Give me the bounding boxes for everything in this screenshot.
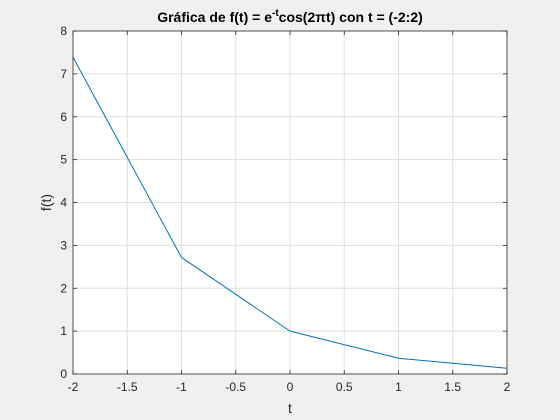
y-tick-label: 3	[60, 238, 67, 252]
x-axis-label: t	[288, 400, 292, 416]
chart-title-main: Gráfica de f(t) = e	[157, 9, 272, 25]
y-tick-label: 0	[60, 367, 67, 381]
y-tick-labels: 0 1 2 3 4 5 6 7 8	[60, 24, 67, 381]
x-tick-label: -1	[176, 380, 187, 394]
x-tick-labels: -2 -1.5 -1 -0.5 0 0.5 1 1.5 2	[68, 380, 511, 394]
chart-title-rest: cos(2πt) con t = (-2:2)	[279, 9, 423, 25]
series-layer	[72, 56, 508, 369]
x-tick-label: 1	[395, 380, 402, 394]
y-tick-label: 7	[60, 67, 67, 81]
x-tick-label: 1.5	[444, 380, 461, 394]
y-axis-label: f(t)	[38, 194, 54, 211]
y-tick-label: 8	[60, 24, 67, 38]
x-tick-label: 2	[504, 380, 511, 394]
series-line	[72, 56, 508, 369]
y-tick-label: 5	[60, 153, 67, 167]
y-tick-label: 6	[60, 110, 67, 124]
x-tick-label: -0.5	[225, 380, 246, 394]
x-tick-label: 0	[287, 380, 294, 394]
y-tick-label: 4	[60, 196, 67, 210]
tick-marks	[72, 30, 508, 375]
y-tick-label: 2	[60, 281, 67, 295]
y-tick-label: 1	[60, 324, 67, 338]
x-tick-label: -2	[68, 380, 79, 394]
chart-title: Gráfica de f(t) = e-tcos(2πt) con t = (-…	[157, 8, 423, 25]
x-tick-label: -1.5	[117, 380, 138, 394]
x-tick-label: 0.5	[336, 380, 353, 394]
chart-title-superscript: -t	[272, 8, 279, 19]
